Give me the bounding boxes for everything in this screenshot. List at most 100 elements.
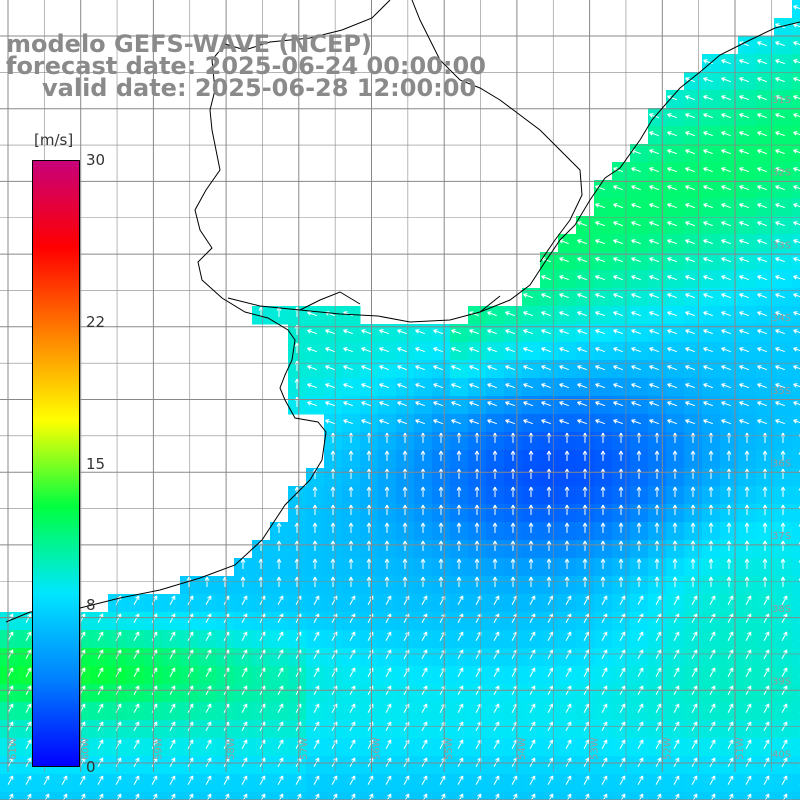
wind-speed-cell xyxy=(198,792,217,800)
wind-arrow xyxy=(667,131,678,137)
wind-arrow xyxy=(703,113,714,119)
wind-arrow xyxy=(762,450,768,461)
wind-arrow xyxy=(685,131,696,137)
wind-arrow xyxy=(692,793,698,800)
wind-arrow xyxy=(546,558,552,569)
wind-arrow xyxy=(763,667,770,678)
wind-arrow xyxy=(205,721,212,732)
wind-arrow xyxy=(169,757,176,768)
wind-arrow xyxy=(595,275,606,281)
wind-arrow xyxy=(205,757,212,768)
wind-arrow xyxy=(727,631,734,642)
wind-arrow xyxy=(775,23,786,29)
wind-arrow xyxy=(469,329,480,335)
wind-arrow xyxy=(44,793,50,800)
wind-arrow xyxy=(366,540,372,551)
latitude-label: 40S xyxy=(772,749,791,760)
wind-arrow xyxy=(690,576,696,587)
wind-arrow xyxy=(703,77,714,83)
wind-speed-cell xyxy=(216,792,235,800)
wind-arrow xyxy=(739,185,750,191)
wind-arrow xyxy=(510,558,516,569)
wind-arrow xyxy=(348,450,354,461)
colorbar xyxy=(32,160,80,767)
wind-arrow xyxy=(757,185,768,191)
wind-arrow xyxy=(541,293,552,299)
wind-arrow xyxy=(205,775,212,786)
wind-arrow xyxy=(631,275,642,281)
wind-arrow xyxy=(487,329,498,335)
wind-speed-cell xyxy=(756,792,775,800)
wind-arrow xyxy=(205,667,212,678)
wind-arrow xyxy=(487,401,498,407)
wind-arrow xyxy=(764,793,770,800)
wind-speed-cell xyxy=(468,792,487,800)
wind-arrow xyxy=(330,540,336,551)
wind-arrow xyxy=(721,131,732,137)
wind-arrow xyxy=(798,577,800,581)
coastline-east xyxy=(377,21,800,323)
wind-arrow xyxy=(439,775,446,786)
wind-arrow xyxy=(151,667,158,678)
wind-arrow xyxy=(739,347,750,353)
wind-arrow xyxy=(739,365,750,371)
wind-arrow xyxy=(456,558,462,569)
wind-arrow xyxy=(793,365,800,370)
wind-arrow xyxy=(307,311,318,317)
wind-arrow xyxy=(708,450,714,461)
wind-arrow xyxy=(420,576,426,587)
wind-arrow xyxy=(667,95,678,101)
wind-arrow xyxy=(798,523,800,527)
wind-arrow xyxy=(620,793,626,800)
wind-arrow xyxy=(673,595,680,606)
wind-arrow xyxy=(601,595,608,606)
wind-arrow xyxy=(649,239,660,245)
wind-arrow xyxy=(133,649,140,660)
wind-arrow xyxy=(619,595,626,606)
wind-arrow xyxy=(205,631,212,642)
wind-arrow xyxy=(793,239,800,244)
wind-arrow xyxy=(505,419,516,425)
wind-arrow xyxy=(649,275,660,281)
wind-arrow xyxy=(775,347,786,353)
wind-arrow xyxy=(595,221,606,227)
wind-arrow xyxy=(402,486,408,497)
wind-arrow xyxy=(541,275,552,281)
wind-arrow xyxy=(762,504,768,515)
wind-arrow xyxy=(649,113,660,119)
wind-arrow xyxy=(529,739,536,750)
wind-arrow xyxy=(97,667,104,678)
wind-arrow xyxy=(26,793,32,800)
wind-arrow xyxy=(559,419,570,425)
wind-arrow xyxy=(595,203,606,209)
wind-arrow xyxy=(727,703,734,714)
latitude-label: 34S xyxy=(772,313,791,324)
wind-arrow xyxy=(133,595,140,606)
wind-speed-cell xyxy=(144,792,163,800)
wind-arrow xyxy=(775,203,786,209)
wind-arrow xyxy=(548,793,554,800)
latitude-label: 38S xyxy=(772,604,791,615)
latitude-label: 31S xyxy=(772,95,791,106)
wind-arrow xyxy=(685,293,696,299)
wind-speed-cell xyxy=(54,792,73,800)
wind-speed-cell xyxy=(90,792,109,800)
wind-arrow xyxy=(631,203,642,209)
wind-arrow xyxy=(703,257,714,263)
wind-speed-cell xyxy=(288,792,307,800)
wind-arrow xyxy=(7,703,14,714)
wind-arrow xyxy=(631,239,642,245)
wind-arrow xyxy=(492,486,498,497)
wind-arrow xyxy=(384,558,390,569)
wind-arrow xyxy=(433,383,444,389)
wind-arrow xyxy=(420,486,426,497)
wind-speed-cell xyxy=(612,792,631,800)
wind-arrow xyxy=(474,450,480,461)
wind-arrow xyxy=(583,757,590,768)
wind-arrow xyxy=(457,775,464,786)
wind-arrow xyxy=(613,239,624,245)
wind-arrow xyxy=(565,631,572,642)
wind-arrow xyxy=(673,757,680,768)
wind-arrow xyxy=(366,486,372,497)
wind-arrow xyxy=(415,329,426,335)
